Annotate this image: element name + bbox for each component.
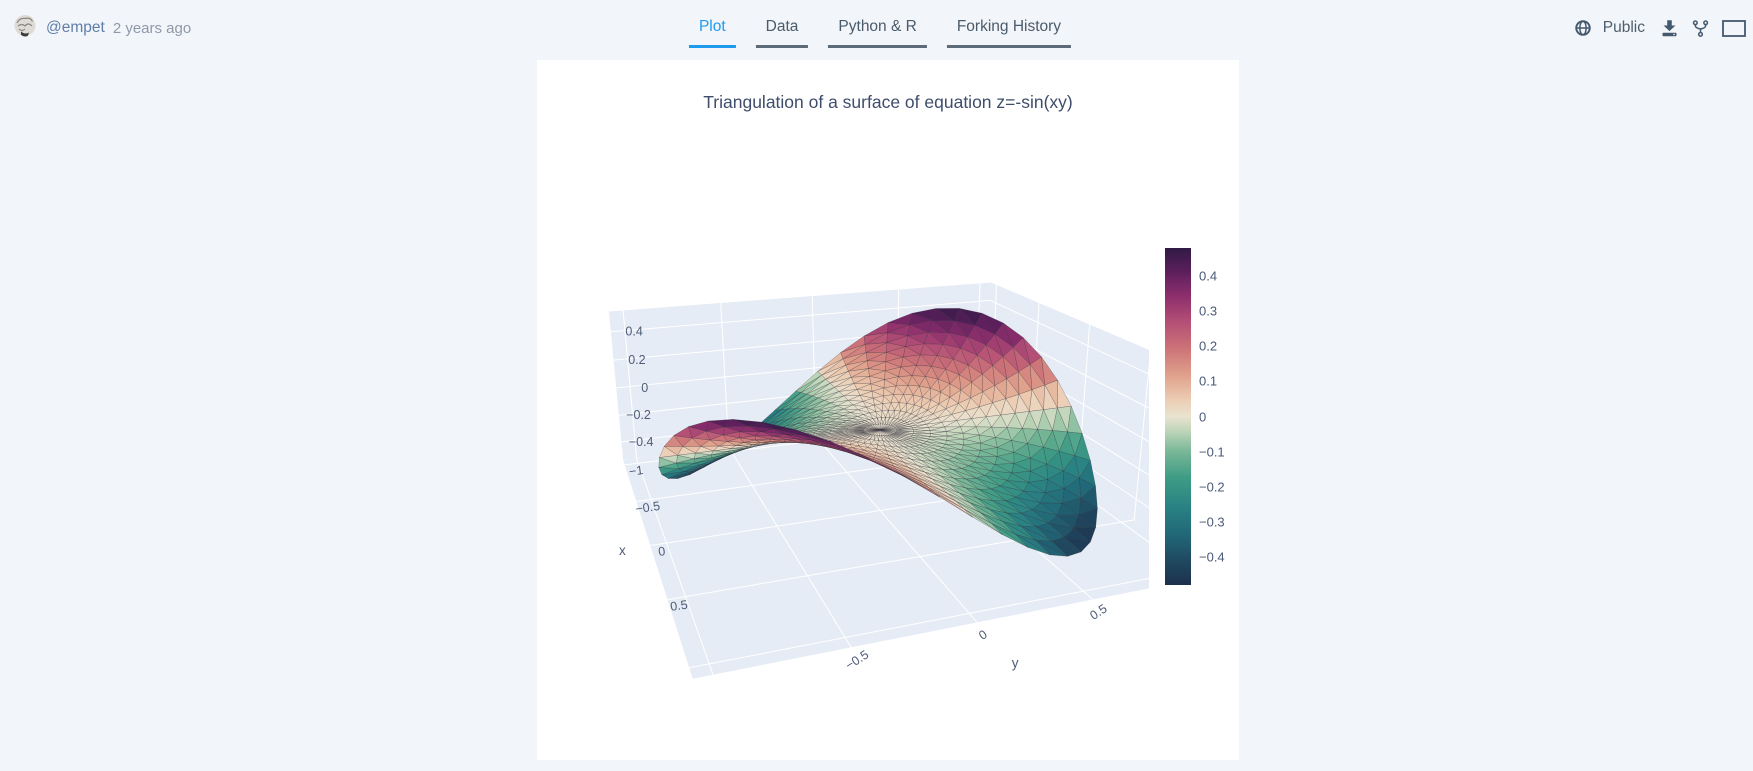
svg-text:0: 0	[657, 544, 666, 559]
svg-text:−1: −1	[628, 463, 644, 479]
tab-data[interactable]: Data	[755, 16, 809, 48]
avatar[interactable]	[12, 13, 38, 44]
svg-text:−0.4: −0.4	[629, 435, 654, 449]
svg-text:x: x	[619, 543, 626, 558]
colorbar-tick-label: 0.1	[1199, 373, 1218, 389]
colorbar-tick-label: 0.4	[1199, 268, 1218, 284]
colorbar-tick-label: 0	[1199, 409, 1207, 424]
embed-button[interactable]	[1721, 17, 1747, 39]
svg-text:0: 0	[976, 627, 989, 643]
svg-text:0.5: 0.5	[669, 598, 688, 614]
colorbar-tick-label: −0.1	[1199, 444, 1225, 460]
globe-icon	[1574, 19, 1592, 37]
svg-text:0.4: 0.4	[625, 325, 642, 339]
plot-title: Triangulation of a surface of equation z…	[703, 92, 1073, 112]
colorbar-tick-label: −0.3	[1199, 514, 1225, 530]
colorbar-tick-label: 0.3	[1199, 303, 1218, 319]
svg-text:0.5: 0.5	[1087, 602, 1109, 623]
svg-text:y: y	[1012, 656, 1019, 671]
svg-text:−0.5: −0.5	[635, 499, 661, 516]
tab-plot[interactable]: Plot	[688, 16, 736, 48]
plot-card: Triangulation of a surface of equation z…	[537, 60, 1239, 760]
colorbar-tick-label: −0.4	[1199, 549, 1225, 565]
colorbar-tick-label: 0.2	[1199, 338, 1218, 354]
svg-text:−0.2: −0.2	[626, 408, 651, 422]
timestamp: 2 years ago	[112, 19, 192, 37]
colorbar: 0.4 0.3 0.2 0.1 0 −0.1 −0.2 −0.3 −0.4	[1165, 248, 1245, 585]
username-link[interactable]: @empet	[46, 19, 105, 36]
header: @empet 2 years ago Plot Data Python & R …	[0, 0, 1753, 56]
tab-python-r[interactable]: Python & R	[828, 16, 927, 48]
svg-text:0: 0	[641, 381, 648, 395]
colorbar-gradient	[1165, 248, 1191, 585]
owner-info: @empet 2 years ago	[12, 0, 191, 56]
svg-text:−0.5: −0.5	[843, 647, 871, 672]
plot-3d-scene[interactable]: 0.4 0.2 0 −0.2 −0.4 −1 −0.5 0 0.5 −0.5 0 0.5 x y	[537, 115, 1149, 760]
fork-button[interactable]	[1691, 19, 1710, 38]
svg-text:0.2: 0.2	[628, 353, 645, 367]
tab-bar: Plot Data Python & R Forking History	[688, 16, 1072, 48]
colorbar-tick-label: −0.2	[1199, 479, 1225, 495]
tab-forking-history[interactable]: Forking History	[946, 16, 1072, 48]
download-button[interactable]	[1659, 18, 1680, 39]
visibility-badge: Public	[1602, 19, 1645, 36]
header-controls: Public	[1574, 0, 1747, 56]
